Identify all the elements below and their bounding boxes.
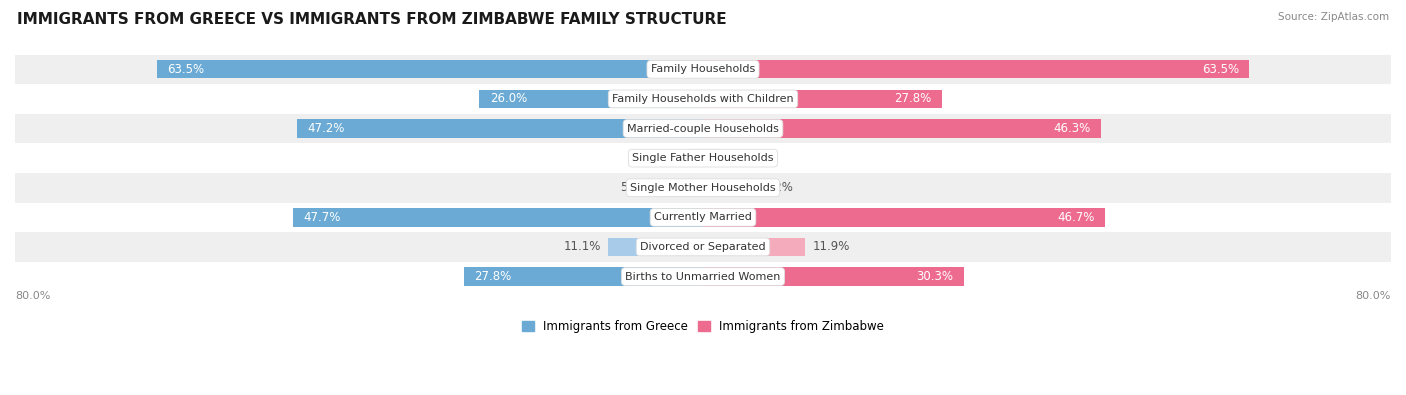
Text: Married-couple Households: Married-couple Households	[627, 124, 779, 134]
Text: 27.8%: 27.8%	[894, 92, 932, 105]
Text: 27.8%: 27.8%	[474, 270, 512, 283]
Bar	[464, 267, 703, 286]
Text: IMMIGRANTS FROM GREECE VS IMMIGRANTS FROM ZIMBABWE FAMILY STRUCTURE: IMMIGRANTS FROM GREECE VS IMMIGRANTS FRO…	[17, 12, 727, 27]
Text: 47.2%: 47.2%	[308, 122, 344, 135]
Text: Family Households with Children: Family Households with Children	[612, 94, 794, 104]
Bar	[703, 267, 963, 286]
Text: Single Father Households: Single Father Households	[633, 153, 773, 163]
Text: 11.9%: 11.9%	[813, 241, 849, 254]
Bar	[157, 60, 703, 79]
Bar	[657, 179, 703, 197]
Bar	[703, 119, 1101, 138]
Text: 46.7%: 46.7%	[1057, 211, 1094, 224]
Text: 11.1%: 11.1%	[564, 241, 600, 254]
Text: 2.2%: 2.2%	[728, 152, 759, 165]
Bar	[607, 238, 703, 256]
Text: 1.9%: 1.9%	[650, 152, 679, 165]
Bar	[15, 232, 1391, 262]
Text: Source: ZipAtlas.com: Source: ZipAtlas.com	[1278, 12, 1389, 22]
Bar	[297, 119, 703, 138]
Text: Currently Married: Currently Married	[654, 213, 752, 222]
Bar	[479, 90, 703, 108]
Text: 63.5%: 63.5%	[167, 63, 204, 76]
Bar	[15, 173, 1391, 203]
Bar	[15, 143, 1391, 173]
Bar	[703, 60, 1249, 79]
Text: 47.7%: 47.7%	[304, 211, 340, 224]
Bar	[15, 203, 1391, 232]
Text: Divorced or Separated: Divorced or Separated	[640, 242, 766, 252]
Bar	[15, 262, 1391, 292]
Text: 5.4%: 5.4%	[620, 181, 650, 194]
Text: 26.0%: 26.0%	[489, 92, 527, 105]
Bar	[15, 114, 1391, 143]
Bar	[703, 179, 756, 197]
Bar	[703, 238, 806, 256]
Text: 80.0%: 80.0%	[1355, 292, 1391, 301]
Bar	[686, 149, 703, 167]
Text: Family Households: Family Households	[651, 64, 755, 74]
Text: 30.3%: 30.3%	[917, 270, 953, 283]
Bar	[703, 149, 721, 167]
Bar	[703, 208, 1105, 226]
Bar	[292, 208, 703, 226]
Text: Single Mother Households: Single Mother Households	[630, 183, 776, 193]
Text: 63.5%: 63.5%	[1202, 63, 1239, 76]
Text: 6.2%: 6.2%	[763, 181, 793, 194]
Text: Births to Unmarried Women: Births to Unmarried Women	[626, 271, 780, 282]
Legend: Immigrants from Greece, Immigrants from Zimbabwe: Immigrants from Greece, Immigrants from …	[517, 315, 889, 338]
Bar	[15, 84, 1391, 114]
Text: 46.3%: 46.3%	[1053, 122, 1091, 135]
Bar	[15, 55, 1391, 84]
Bar	[703, 90, 942, 108]
Text: 80.0%: 80.0%	[15, 292, 51, 301]
